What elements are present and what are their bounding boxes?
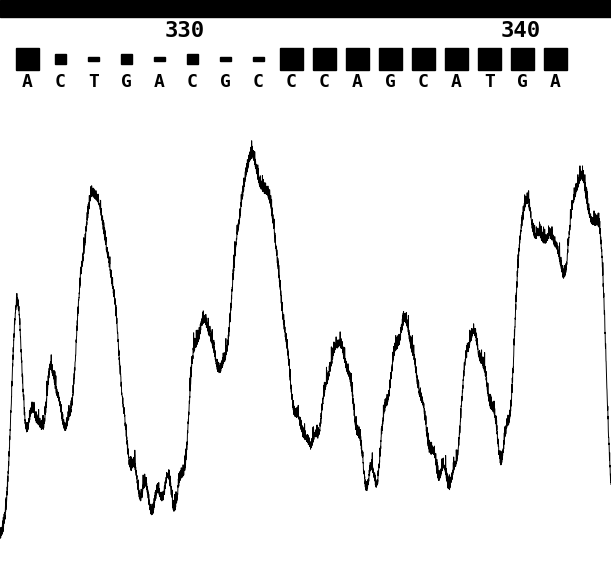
Bar <box>253 57 265 61</box>
Bar <box>16 48 39 70</box>
Bar <box>445 48 468 70</box>
Text: G: G <box>385 73 396 91</box>
Text: G: G <box>121 73 132 91</box>
Text: A: A <box>451 73 462 91</box>
Bar <box>55 54 66 64</box>
Text: 330: 330 <box>165 21 205 41</box>
Bar <box>511 48 534 70</box>
Bar <box>154 57 166 61</box>
Text: G: G <box>220 73 231 91</box>
Bar <box>379 48 402 70</box>
Text: A: A <box>154 73 165 91</box>
Text: C: C <box>286 73 297 91</box>
Bar <box>412 48 435 70</box>
Bar <box>544 48 567 70</box>
Text: C: C <box>418 73 429 91</box>
Bar <box>346 48 369 70</box>
Text: A: A <box>352 73 363 91</box>
Text: G: G <box>517 73 528 91</box>
Bar <box>88 57 99 61</box>
Bar <box>478 48 501 70</box>
Bar <box>220 57 232 61</box>
Bar <box>121 54 132 64</box>
Text: C: C <box>55 73 66 91</box>
Text: C: C <box>253 73 264 91</box>
Text: T: T <box>88 73 99 91</box>
Bar <box>313 48 336 70</box>
Text: C: C <box>319 73 330 91</box>
Text: C: C <box>187 73 198 91</box>
Text: A: A <box>22 73 33 91</box>
Bar <box>280 48 303 70</box>
Bar <box>0 0 611 17</box>
Text: 340: 340 <box>501 21 541 41</box>
Text: A: A <box>550 73 561 91</box>
Text: T: T <box>484 73 495 91</box>
Bar <box>187 54 198 64</box>
